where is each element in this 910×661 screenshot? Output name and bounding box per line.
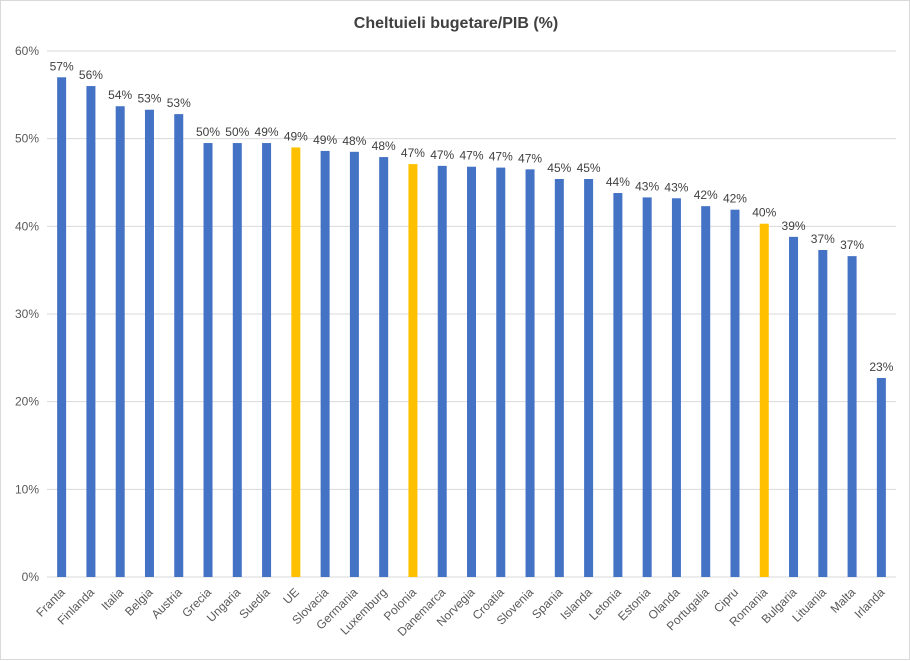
y-tick-label: 10%: [15, 482, 39, 496]
data-label: 54%: [108, 88, 132, 102]
data-label: 39%: [782, 219, 806, 233]
bar-cipru: [730, 209, 740, 577]
bar-malta: [847, 256, 857, 577]
bar-grecia: [203, 143, 213, 578]
y-tick-label: 40%: [15, 219, 39, 233]
x-tick-label: Suedia: [236, 585, 273, 622]
bar-germania: [349, 151, 359, 578]
y-tick-label: 0%: [22, 570, 40, 584]
bar-franta: [57, 77, 67, 578]
bar-croatia: [496, 167, 506, 577]
x-tick-label: Estonia: [615, 585, 653, 623]
data-label: 45%: [577, 161, 601, 175]
bar-estonia: [642, 197, 652, 578]
x-tick-label: UE: [280, 585, 302, 607]
data-label: 49%: [284, 129, 308, 143]
y-tick-label: 60%: [15, 44, 39, 58]
bars: [57, 77, 886, 578]
bar-portugalia: [701, 206, 711, 578]
bar-slovenia: [525, 169, 535, 577]
bar-islanda: [584, 178, 594, 577]
x-tick-label: Austria: [149, 585, 186, 622]
bar-bulgaria: [789, 236, 799, 577]
data-label: 47%: [489, 150, 513, 164]
bar-olanda: [671, 198, 681, 577]
data-label: 42%: [723, 192, 747, 206]
y-tick-label: 20%: [15, 395, 39, 409]
bar-irlanda: [876, 377, 886, 577]
bar-lituania: [818, 250, 828, 577]
bar-romania: [759, 223, 769, 577]
data-label: 49%: [255, 125, 279, 139]
data-label: 43%: [664, 180, 688, 194]
data-label: 47%: [430, 148, 454, 162]
bar-letonia: [613, 193, 623, 577]
bar-danemarca: [437, 165, 447, 578]
y-tick-label: 50%: [15, 132, 39, 146]
data-label: 50%: [196, 125, 220, 139]
data-label: 50%: [225, 125, 249, 139]
data-label: 40%: [752, 206, 776, 220]
data-label: 44%: [606, 175, 630, 189]
bar-slovacia: [320, 150, 330, 577]
bar-belgia: [144, 109, 154, 577]
data-label: 53%: [137, 92, 161, 106]
bar-finlanda: [86, 86, 96, 578]
data-label: 37%: [811, 232, 835, 246]
data-label: 23%: [869, 360, 893, 374]
bar-austria: [174, 114, 184, 578]
bar-spania: [554, 178, 564, 577]
data-label: 47%: [518, 151, 542, 165]
data-label: 53%: [167, 96, 191, 110]
data-label: 56%: [79, 68, 103, 82]
data-label: 47%: [459, 149, 483, 163]
data-label: 47%: [401, 146, 425, 160]
bar-polonia: [408, 164, 418, 577]
bar-luxemburg: [379, 157, 389, 577]
data-labels: 57% 56% 54% 53% 53% 50% 50% 49% 49% 49% 48% 48% 47% 4…: [50, 59, 894, 374]
data-label: 45%: [547, 161, 571, 175]
data-label: 57%: [50, 59, 74, 73]
data-label: 43%: [635, 179, 659, 193]
bar-ue: [291, 147, 301, 577]
data-label: 48%: [372, 139, 396, 153]
y-axis: 0% 10% 20% 30% 40% 50% 60%: [15, 44, 39, 584]
chart-title: Cheltuieli bugetare/PIB (%): [354, 15, 558, 32]
data-label: 49%: [313, 133, 337, 147]
y-tick-label: 30%: [15, 307, 39, 321]
bar-ungaria: [232, 143, 242, 578]
bar-suedia: [262, 143, 272, 578]
x-tick-label: Irlanda: [852, 585, 888, 621]
bar-italia: [115, 106, 125, 577]
data-label: 48%: [342, 134, 366, 148]
bar-norvegia: [467, 166, 476, 577]
data-label: 42%: [694, 188, 718, 202]
data-label: 37%: [840, 238, 864, 252]
